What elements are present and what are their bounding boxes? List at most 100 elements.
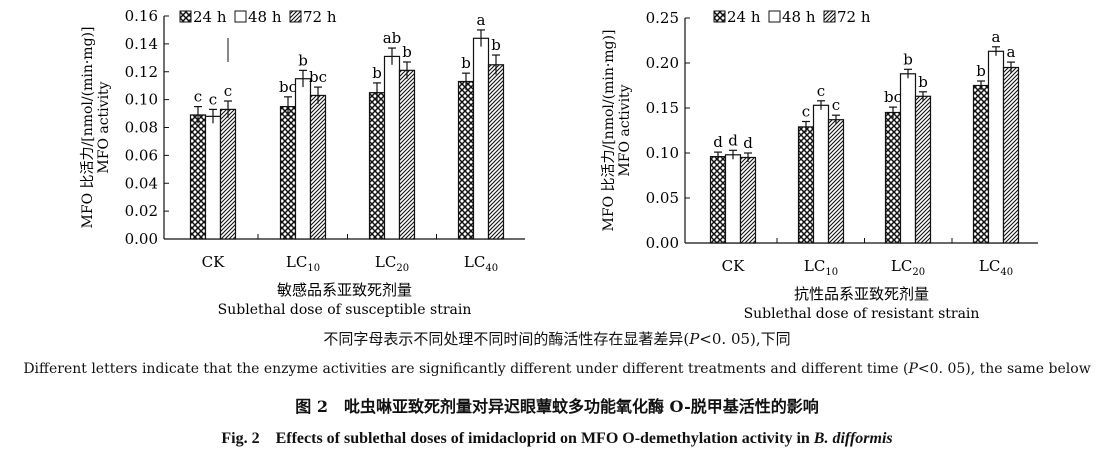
x-tick-label: LC40 [979,257,1013,278]
bar [812,104,830,244]
legend-label: 72 h [837,8,871,26]
y-axis-title-en: MFO activity [96,81,112,173]
y-tick-label: 0.10 [646,144,679,162]
title-en-text: Fig. 2 Effects of sublethal doses of imi… [221,430,814,447]
significance-letter: b [976,62,986,80]
significance-letter: b [918,73,928,91]
bar [899,73,917,244]
y-tick-label: 0.08 [125,119,158,137]
bar [972,84,990,244]
bar [294,78,312,240]
significance-note-en: Different letters indicate that the enzy… [0,361,1114,377]
bar [827,119,845,244]
legend-swatch [234,10,247,23]
bar [219,108,237,240]
y-axis-title-cn: MFO 比活力/[nmol/(min·mg)] [80,27,96,229]
significance-letter: c [817,82,825,100]
legend-label: 24 h [193,8,227,26]
significance-letter: a [477,11,486,29]
bar [398,69,416,240]
x-axis-title-cn: 敏感品系亚致死剂量 [277,281,412,299]
significance-letter: d [743,134,753,152]
y-tick-label: 0.05 [646,189,679,207]
y-tick-label: 0.15 [646,99,679,117]
significance-letter: a [1007,43,1016,61]
y-tick-label: 0.02 [125,202,158,220]
significance-letter: b [903,50,913,68]
susceptible-strain-chart: 0.00 0.02 0.04 0.06 0.08 0.10 0.12 0.14 0.16 CK LC… [80,7,525,318]
significance-letter: c [209,90,217,108]
bar [279,105,297,240]
legend-label: 72 h [303,8,337,26]
bar [383,55,401,240]
significance-letter: d [713,133,723,151]
y-tick-label: 0.04 [125,174,158,192]
x-tick-label: LC20 [891,257,925,278]
bar [884,111,902,244]
bar [797,126,815,244]
note-cn-p: P [689,330,700,348]
bar [368,92,386,240]
y-tick-label: 0.14 [125,35,158,53]
y-tick-label: 0.10 [125,91,158,109]
x-tick-label: LC20 [375,253,409,274]
bar [739,156,757,244]
bar [472,37,490,240]
bar [457,80,475,240]
y-axis-title-cn: MFO 比活力/[nmol/(min·mg)] [601,30,617,232]
legend-swatch [713,10,726,23]
significance-letter: d [728,131,738,149]
bar [724,154,742,244]
significance-letter: ab [383,29,402,47]
legend-swatch [823,10,836,23]
significance-letter: bc [309,68,327,86]
y-tick-label: 0.00 [125,230,158,248]
bar [309,94,327,240]
significance-letter: b [298,51,308,69]
significance-note-cn: 不同字母表示不同处理不同时间的酶活性存在显著差异(P<0. 05),下同 [0,328,1114,349]
significance-letter: b [491,36,501,54]
x-tick-label: LC10 [804,257,838,278]
x-axis-title-en: Sublethal dose of resistant strain [744,306,980,322]
resistant-strain-chart: 0.00 0.05 0.10 0.15 0.20 0.25 CK LC10 LC20 LC40 d c… [601,8,1038,322]
y-tick-label: 0.20 [646,54,679,72]
legend-swatch [768,10,781,23]
note-en-text: Different letters indicate that the enzy… [23,361,909,377]
figure-charts: 0.00 0.02 0.04 0.06 0.08 0.10 0.12 0.14 0.16 CK LC… [80,7,1038,322]
bar [1002,66,1020,244]
significance-letter: c [832,96,840,114]
title-en-species: B. difformis [813,430,893,447]
note-cn-text-end: <0. 05),下同 [699,330,791,348]
significance-letter: c [224,82,232,100]
x-tick-label: LC40 [464,253,498,274]
bar [987,50,1005,244]
x-tick-label: CK [202,253,225,271]
figure-title-cn: 图 2 吡虫啉亚致死剂量对异迟眼蕈蚊多功能氧化酶 O-脱甲基活性的影响 [295,397,819,416]
legend-label: 48 h [248,8,282,26]
x-axis-title-en: Sublethal dose of susceptible strain [218,302,472,318]
bar [709,156,727,244]
figure-title-en: Fig. 2 Effects of sublethal doses of imi… [0,424,1114,448]
legend-swatch [179,10,192,23]
y-axis-title-en: MFO activity [617,84,633,176]
significance-letter: bc [884,88,902,106]
significance-letter: c [802,103,810,121]
significance-letter: b [461,54,471,72]
x-tick-label: CK [722,257,745,275]
legend-label: 48 h [782,8,816,26]
note-cn-text: 不同字母表示不同处理不同时间的酶活性存在显著差异( [323,330,690,348]
y-tick-label: 0.16 [125,7,158,25]
significance-letter: b [372,64,382,82]
x-tick-label: LC10 [286,253,320,274]
y-tick-label: 0.00 [646,234,679,252]
significance-letter: a [992,28,1001,46]
significance-letter: b [402,43,412,61]
significance-letter: bc [279,78,297,96]
note-en-p: P [908,361,918,377]
bar [487,64,505,240]
note-en-text-end: <0. 05), the same below [917,361,1091,377]
y-tick-label: 0.12 [125,63,158,81]
bar [189,114,207,240]
bar [914,95,932,244]
y-tick-label: 0.25 [646,9,679,27]
